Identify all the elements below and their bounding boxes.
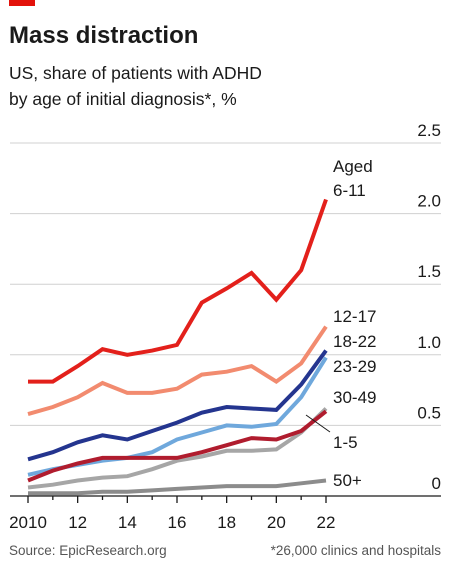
x-tick-label: 2010	[9, 513, 47, 532]
series-line	[28, 478, 327, 496]
series-line	[28, 198, 328, 384]
series-line	[27, 325, 328, 417]
y-tick-label: 2.0	[417, 192, 441, 211]
y-tick-label: 0.5	[417, 403, 441, 422]
series-label: 6-11	[333, 181, 366, 200]
footnote: *26,000 clinics and hospitals	[271, 543, 442, 558]
series-label: 18-22	[333, 332, 376, 351]
chart-subtitle-line-2: by age of initial diagnosis*, %	[9, 89, 237, 109]
series-label: 50+	[333, 471, 362, 490]
series-label: 1-5	[333, 433, 358, 452]
series-label: 23-29	[333, 357, 376, 376]
x-tick-label: 12	[68, 513, 87, 532]
y-tick-label: 1.0	[417, 333, 441, 352]
series-line	[27, 407, 328, 490]
series-label: Aged	[333, 157, 373, 176]
y-tick-label: 1.5	[417, 262, 441, 281]
x-tick-label: 18	[217, 513, 236, 532]
x-tick-label: 22	[317, 513, 336, 532]
y-tick-label: 2.5	[417, 121, 441, 140]
y-axis: 0 0.5 1.0 1.5 2.0 2.5	[417, 121, 441, 493]
series-line	[27, 349, 328, 462]
series-label: 12-17	[333, 307, 376, 326]
label-leader-line	[305, 414, 331, 433]
x-axis: 2010 12 14 16 18 20 22	[9, 495, 441, 532]
x-tick-label: 16	[168, 513, 187, 532]
chart-title: Mass distraction	[9, 22, 198, 49]
grid	[10, 142, 441, 426]
title-accent-bar	[9, 0, 35, 6]
series-line	[27, 409, 328, 483]
y-tick-label: 0	[432, 474, 441, 493]
series-lines	[27, 198, 328, 496]
source-note: Source: EpicResearch.org	[9, 543, 167, 558]
series-labels: Aged 6-11 12-17 18-22 23-29 30-49 1-5 50+	[305, 157, 376, 490]
series-label: 30-49	[333, 388, 376, 407]
x-tick-label: 14	[118, 513, 137, 532]
chart-subtitle-line-1: US, share of patients with ADHD	[9, 63, 262, 83]
x-tick-label: 20	[267, 513, 286, 532]
